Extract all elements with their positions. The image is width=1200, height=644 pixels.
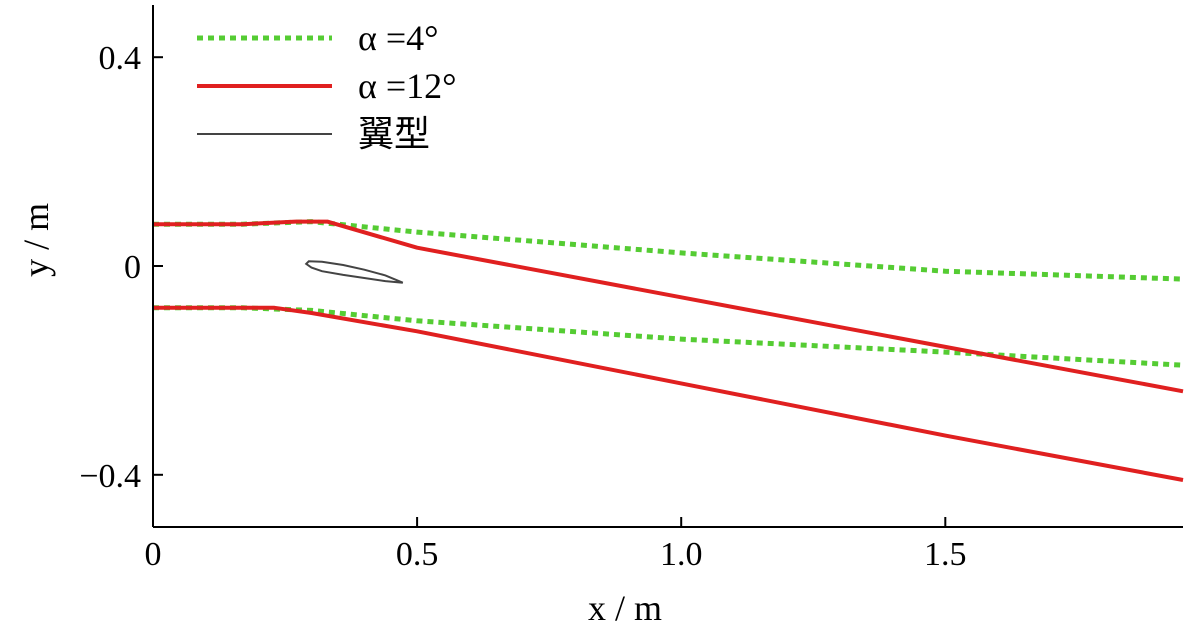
series-line-alpha4-2 [153, 305, 1184, 368]
x-tick-label: 0 [145, 536, 162, 573]
series-line-alpha4-1 [153, 219, 1184, 282]
series-layer [153, 219, 1184, 482]
series-line-alpha12-2 [153, 305, 1184, 482]
legend: α =4° α =12° 翼型 [197, 18, 457, 154]
y-tick-label: 0.4 [99, 40, 142, 77]
x-axis-label: x / m [588, 588, 662, 628]
y-axis-label: y / m [16, 203, 56, 277]
legend-label-airfoil: 翼型 [358, 114, 430, 154]
x-tick-label: 1.0 [660, 536, 703, 573]
legend-label-alpha12: α =12° [358, 66, 457, 106]
x-tick-label: 1.5 [924, 536, 967, 573]
legend-label-alpha4: α =4° [358, 18, 439, 58]
axes-layer: 0 0.5 1.0 1.5 0.4 0 −0.4 x / m y / m [16, 5, 1183, 628]
series-line-alpha12-1 [153, 219, 1184, 394]
y-tick-label: 0 [124, 249, 141, 286]
y-tick-label: −0.4 [79, 458, 141, 495]
x-tick-label: 0.5 [396, 536, 439, 573]
airfoil-outline [304, 260, 404, 284]
